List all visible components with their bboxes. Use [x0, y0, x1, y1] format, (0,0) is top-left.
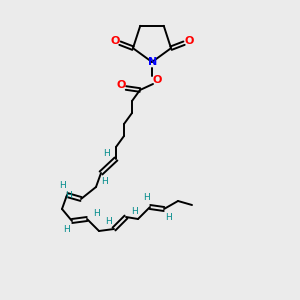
Text: H: H: [94, 208, 100, 217]
Text: O: O: [110, 36, 120, 46]
Text: N: N: [148, 57, 158, 67]
Text: H: H: [103, 148, 110, 158]
Text: H: H: [130, 206, 137, 215]
Text: O: O: [116, 80, 126, 90]
Text: O: O: [152, 75, 162, 85]
Text: H: H: [142, 194, 149, 202]
Text: H: H: [106, 217, 112, 226]
Text: O: O: [184, 36, 194, 46]
Text: H: H: [66, 190, 72, 200]
Text: H: H: [60, 182, 66, 190]
Text: H: H: [165, 214, 171, 223]
Text: H: H: [100, 178, 107, 187]
Text: H: H: [63, 226, 69, 235]
